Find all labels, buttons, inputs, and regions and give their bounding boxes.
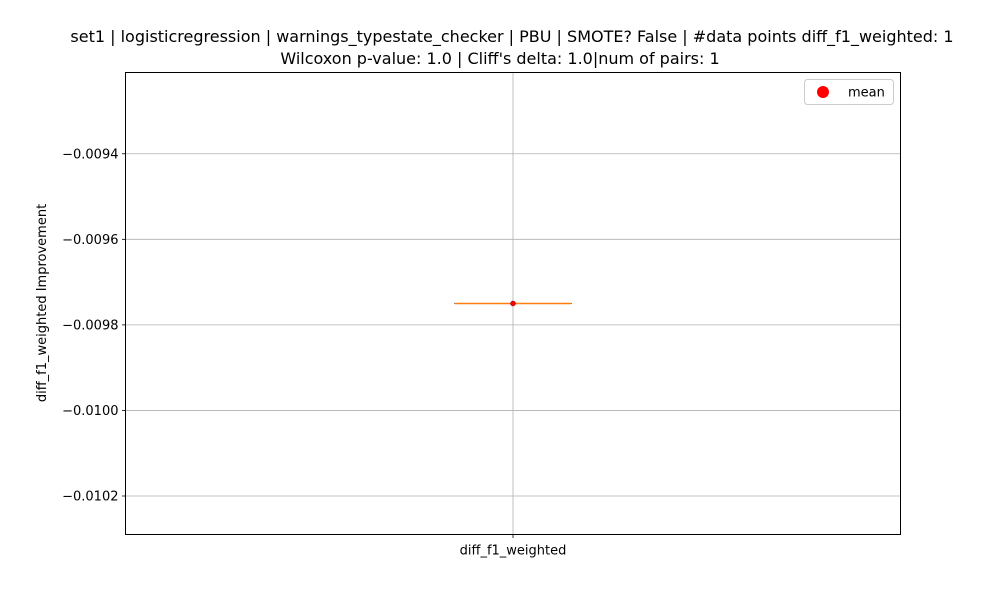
y-axis-label: diff_f1_weighted Improvement [35,204,50,402]
axes-frame [125,72,901,535]
chart-title-line-1: set1 | logisticregression | warnings_typ… [70,27,954,46]
legend-mean-marker [817,86,829,98]
y-axis-ticks: −0.0094 −0.0096 −0.0098 −0.0100 −0.0102 [62,147,126,505]
y-tick-label: −0.0102 [62,490,118,505]
y-tick-label: −0.0100 [62,404,118,419]
y-tick-label: −0.0098 [62,318,118,333]
mean-marker [510,300,516,307]
box-layer [454,300,572,307]
y-tick-label: −0.0094 [62,147,118,162]
chart-title-line-2: Wilcoxon p-value: 1.0 | Cliff's delta: 1… [280,49,720,68]
legend: mean [804,79,894,105]
legend-frame [804,79,894,105]
x-axis-ticks: diff_f1_weighted [460,534,567,559]
x-tick-label: diff_f1_weighted [460,544,567,559]
legend-mean-label: mean [848,86,885,101]
y-tick-label: −0.0096 [62,233,118,248]
